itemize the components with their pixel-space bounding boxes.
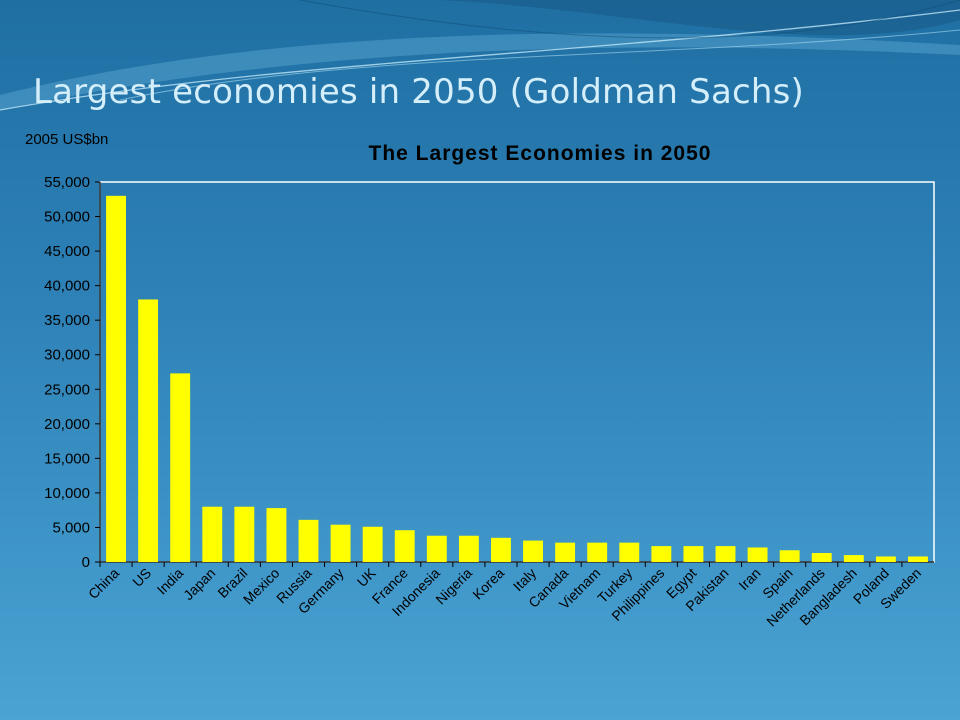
- bar: [234, 506, 255, 562]
- slide-title: Largest economies in 2050 (Goldman Sachs…: [33, 72, 805, 112]
- x-axis-labels: China US IndiaJapanBrazilMexicoRussiaGerma…: [85, 562, 924, 630]
- bar: [138, 299, 159, 562]
- x-tick-label: Mexico: [240, 565, 283, 608]
- bar: [170, 373, 191, 562]
- header-wave-decoration: [0, 0, 960, 111]
- bar: [843, 555, 864, 562]
- bar: [908, 556, 928, 562]
- bar: [394, 530, 415, 562]
- bar: [875, 556, 896, 562]
- bar: [426, 535, 447, 562]
- x-tick-label: Korea: [469, 565, 507, 603]
- bar: [491, 537, 511, 562]
- y-tick-label: 10,000: [44, 485, 90, 502]
- y-tick-label: 30,000: [44, 347, 90, 364]
- bar: [811, 553, 832, 562]
- bar: [266, 508, 287, 562]
- bar: [106, 195, 126, 562]
- x-tick-label: US: [129, 565, 154, 590]
- bar: [651, 546, 672, 562]
- y-tick-label: 0: [82, 554, 90, 571]
- y-tick-label: 55,000: [44, 174, 90, 191]
- bar: [587, 542, 608, 562]
- chart-title: The Largest Economies in 2050: [369, 142, 712, 165]
- x-tick-label: China: [85, 565, 122, 602]
- bar: [779, 550, 800, 562]
- bar: [683, 546, 704, 562]
- y-tick-label: 20,000: [44, 416, 90, 433]
- y-tick-label: 50,000: [44, 209, 90, 226]
- y-axis: 0 5,000 10,000 15,000 20,000 25,000 30,000 35,0…: [44, 174, 934, 571]
- y-tick-label: 45,000: [44, 243, 90, 260]
- bar: [555, 542, 576, 562]
- unit-label: 2005 US$bn: [25, 131, 108, 148]
- bar: [458, 535, 479, 562]
- plot-area: [99, 181, 935, 563]
- bar: [619, 542, 640, 562]
- y-tick-label: 25,000: [44, 381, 90, 398]
- bar: [202, 506, 223, 562]
- bar: [362, 526, 383, 562]
- y-tick-label: 5,000: [52, 519, 90, 536]
- bar: [330, 524, 351, 562]
- bars: [106, 195, 928, 562]
- y-tick-label: 40,000: [44, 278, 90, 295]
- bar: [298, 519, 319, 562]
- x-tick-label: Nigeria: [432, 565, 475, 608]
- bar: [747, 547, 768, 562]
- y-tick-label: 15,000: [44, 450, 90, 467]
- y-tick-label: 35,000: [44, 312, 90, 329]
- bar: [715, 546, 736, 562]
- bar: [523, 540, 543, 562]
- x-tick-label: UK: [354, 564, 380, 590]
- x-tick-label: Japan: [180, 565, 218, 603]
